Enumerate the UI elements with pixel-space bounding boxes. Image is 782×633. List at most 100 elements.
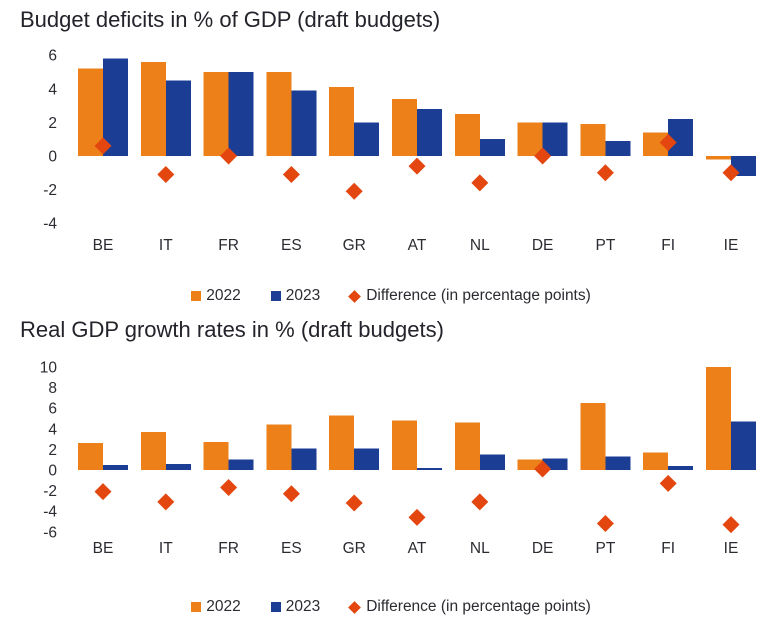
bar-2023-IE xyxy=(731,421,756,470)
difference-marker-GR xyxy=(345,182,363,200)
difference-marker-IE xyxy=(722,164,740,182)
legend-item-2023: 2023 xyxy=(270,598,321,616)
y-tick-label: 0 xyxy=(48,463,57,480)
difference-marker-NL xyxy=(471,493,489,511)
bar-2023-NL xyxy=(479,454,505,470)
category-label: GR xyxy=(343,237,366,254)
bar-2023-AT xyxy=(417,467,442,470)
legend-item-difference: Difference (in percentage points) xyxy=(348,598,591,616)
y-tick-label: 8 xyxy=(48,380,57,397)
difference-marker-AT xyxy=(408,508,426,526)
bar-2023-FR xyxy=(228,459,254,470)
legend-label-difference: Difference (in percentage points) xyxy=(366,287,591,304)
bar-2022-IE xyxy=(706,367,731,470)
chart2-legend: 2022 2023 Difference (in percentage poin… xyxy=(0,598,782,616)
difference-marker-FI xyxy=(659,134,677,152)
bar-2022-NL xyxy=(454,422,480,470)
category-label: IE xyxy=(724,540,739,557)
legend-item-2022: 2022 xyxy=(191,287,241,305)
bar-2023-IT xyxy=(165,80,191,156)
y-tick-label: 2 xyxy=(48,442,57,459)
y-tick-label: 6 xyxy=(48,401,57,418)
diamond-icon xyxy=(348,600,362,614)
category-label: FI xyxy=(661,540,675,557)
budget-deficits-chart: 6 4 2 0 -2 -4 BE IT FR ES GR AT NL DE PT FI IE xyxy=(43,48,756,254)
legend-item-difference: Difference (in percentage points) xyxy=(348,287,591,305)
difference-marker-BE xyxy=(94,483,112,501)
bar-2023-FI xyxy=(668,119,694,156)
category-label: NL xyxy=(470,237,490,254)
bar-2023-FR xyxy=(228,72,254,156)
bar-2022-ES xyxy=(266,72,292,156)
category-label: FR xyxy=(218,237,239,254)
legend-label-2023: 2023 xyxy=(285,598,321,615)
bar-2023-GR xyxy=(354,448,380,470)
bar-2022-IE xyxy=(706,156,731,160)
legend-label-2023: 2023 xyxy=(285,287,321,304)
y-tick-label: -2 xyxy=(43,483,57,500)
category-label: IT xyxy=(159,540,173,557)
y-tick-label: -6 xyxy=(43,524,57,541)
difference-marker-DE xyxy=(534,147,552,165)
difference-marker-FR xyxy=(220,147,238,165)
bar-2023-DE xyxy=(542,458,568,470)
category-label: PT xyxy=(595,540,615,557)
y-tick-label: -2 xyxy=(43,182,57,199)
y-tick-label: 0 xyxy=(48,149,57,166)
category-label: AT xyxy=(408,237,427,254)
difference-marker-AT xyxy=(408,157,426,175)
difference-marker-IE xyxy=(722,516,740,534)
bar-2022-ES xyxy=(266,424,292,470)
bar-2023-BE xyxy=(103,464,128,470)
orange-square-icon xyxy=(191,291,202,301)
bar-2022-FI xyxy=(643,452,669,470)
category-label: AT xyxy=(408,540,427,557)
category-label: ES xyxy=(281,237,302,254)
chart2-title: Real GDP growth rates in % (draft budget… xyxy=(20,317,444,342)
category-label: BE xyxy=(93,237,114,254)
category-label: DE xyxy=(532,540,554,557)
category-label: DE xyxy=(532,237,554,254)
bar-2023-NL xyxy=(479,139,505,156)
bar-2022-NL xyxy=(454,114,480,156)
difference-marker-BE xyxy=(94,137,112,155)
bar-2022-DE xyxy=(517,459,543,470)
y-tick-label: 2 xyxy=(48,115,57,132)
y-tick-label: 6 xyxy=(48,48,57,65)
category-label: FI xyxy=(661,237,675,254)
bar-2023-ES xyxy=(291,448,317,470)
difference-marker-ES xyxy=(282,485,300,503)
bar-2022-IT xyxy=(140,61,166,156)
difference-marker-NL xyxy=(471,174,489,192)
bar-2022-DE xyxy=(517,122,543,156)
blue-square-icon xyxy=(270,602,281,612)
legend-label-2022: 2022 xyxy=(206,287,241,304)
bar-2023-GR xyxy=(354,122,380,156)
legend-item-2022: 2022 xyxy=(191,598,241,616)
gdp-growth-chart: 10 8 6 4 2 0 -2 -4 -6 BE IT FR ES GR AT NL DE PT FI IE xyxy=(40,360,756,557)
bar-2022-FI xyxy=(643,132,669,156)
blue-square-icon xyxy=(270,291,281,301)
bar-2023-PT xyxy=(605,140,631,156)
bar-2022-GR xyxy=(329,415,355,470)
bar-2022-FR xyxy=(203,72,229,156)
y-tick-label: -4 xyxy=(43,504,57,521)
difference-marker-PT xyxy=(596,515,614,533)
category-label: GR xyxy=(343,540,366,557)
legend-label-2022: 2022 xyxy=(206,598,241,615)
y-tick-label: -4 xyxy=(43,216,57,233)
diamond-icon xyxy=(348,289,362,303)
difference-marker-GR xyxy=(345,494,363,512)
y-tick-label: 10 xyxy=(40,360,58,377)
difference-marker-FR xyxy=(220,479,238,497)
category-label: BE xyxy=(93,540,114,557)
difference-marker-PT xyxy=(596,164,614,182)
bar-2023-DE xyxy=(542,122,568,156)
category-label: NL xyxy=(470,540,490,557)
category-label: IT xyxy=(159,237,173,254)
bar-2022-PT xyxy=(580,403,606,470)
bar-2022-BE xyxy=(78,443,103,470)
category-label: FR xyxy=(218,540,239,557)
difference-marker-ES xyxy=(282,165,300,183)
orange-square-icon xyxy=(191,602,202,612)
